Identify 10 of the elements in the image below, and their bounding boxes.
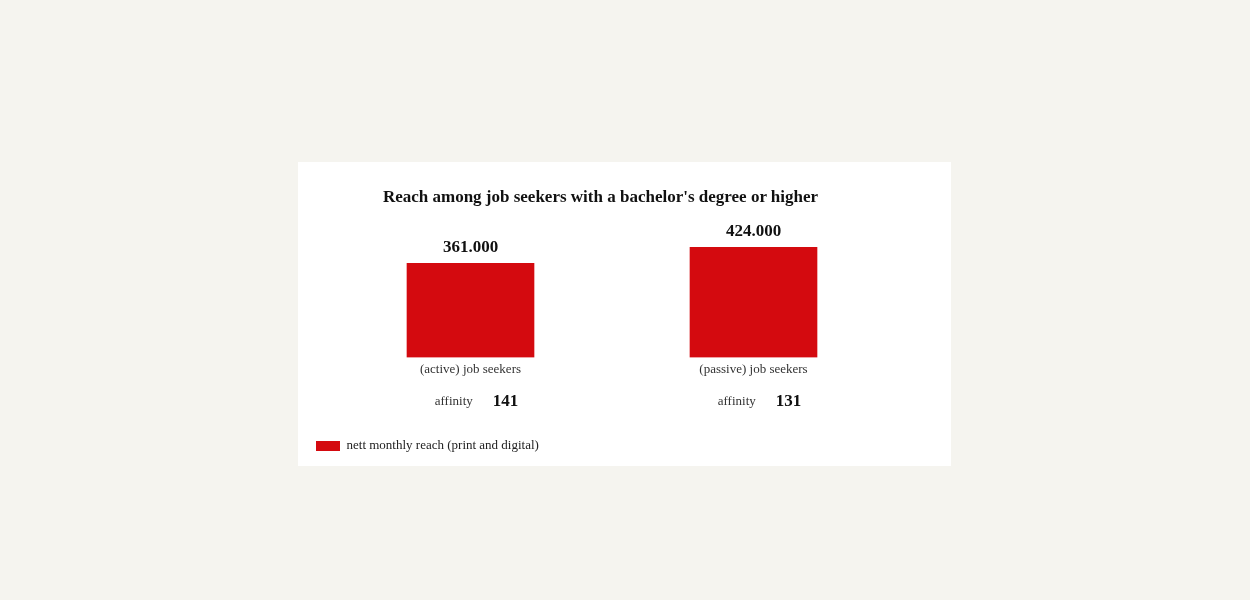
chart-title: Reach among job seekers with a bachelor's degree or higher — [382, 187, 819, 207]
legend-label: nett monthly reach (print and digital) — [346, 437, 539, 453]
data-label: 361.000 — [442, 237, 499, 257]
x-tick-label: (passive) job seekers — [699, 360, 808, 376]
text: 141 — [492, 390, 519, 410]
data-label: 424.000 — [725, 220, 782, 240]
text: affinity — [434, 392, 474, 408]
x-tick-label: (active) job seekers — [419, 360, 522, 376]
text: affinity — [717, 392, 757, 408]
text: 131 — [775, 390, 802, 410]
